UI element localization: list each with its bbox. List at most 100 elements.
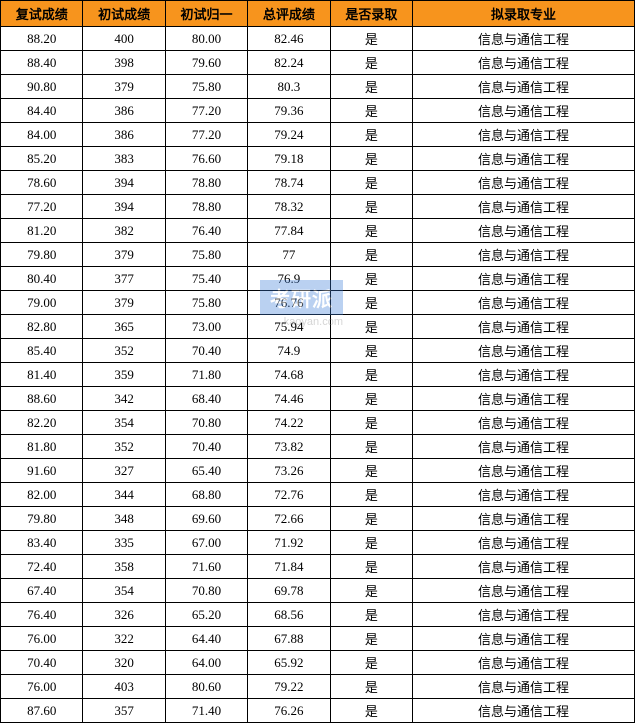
cell: 335 (83, 531, 165, 555)
cell: 72.76 (248, 483, 330, 507)
cell: 77.20 (165, 123, 247, 147)
cell: 80.00 (165, 27, 247, 51)
cell: 377 (83, 267, 165, 291)
table-row: 76.0040380.6079.22是信息与通信工程 (1, 675, 635, 699)
header-col-4: 是否录取 (330, 1, 412, 27)
cell: 是 (330, 75, 412, 99)
table-row: 67.4035470.8069.78是信息与通信工程 (1, 579, 635, 603)
cell: 82.20 (1, 411, 83, 435)
table-row: 76.4032665.2068.56是信息与通信工程 (1, 603, 635, 627)
table-header: 复试成绩初试成绩初试归一总评成绩是否录取拟录取专业 (1, 1, 635, 27)
cell: 67.88 (248, 627, 330, 651)
table-row: 82.0034468.8072.76是信息与通信工程 (1, 483, 635, 507)
cell: 81.20 (1, 219, 83, 243)
table-body: 88.2040080.0082.46是信息与通信工程88.4039879.608… (1, 27, 635, 723)
cell: 79.80 (1, 243, 83, 267)
cell: 85.20 (1, 147, 83, 171)
cell: 70.80 (165, 579, 247, 603)
cell: 是 (330, 339, 412, 363)
cell: 78.80 (165, 171, 247, 195)
cell: 信息与通信工程 (413, 195, 635, 219)
cell: 信息与通信工程 (413, 531, 635, 555)
cell: 88.20 (1, 27, 83, 51)
cell: 77.84 (248, 219, 330, 243)
cell: 是 (330, 195, 412, 219)
cell: 76.26 (248, 699, 330, 723)
cell: 信息与通信工程 (413, 27, 635, 51)
cell: 77 (248, 243, 330, 267)
cell: 400 (83, 27, 165, 51)
table-row: 70.4032064.0065.92是信息与通信工程 (1, 651, 635, 675)
table-row: 88.6034268.4074.46是信息与通信工程 (1, 387, 635, 411)
cell: 73.82 (248, 435, 330, 459)
cell: 398 (83, 51, 165, 75)
cell: 67.00 (165, 531, 247, 555)
cell: 72.66 (248, 507, 330, 531)
cell: 信息与通信工程 (413, 147, 635, 171)
cell: 82.80 (1, 315, 83, 339)
cell: 信息与通信工程 (413, 555, 635, 579)
cell: 信息与通信工程 (413, 219, 635, 243)
cell: 71.92 (248, 531, 330, 555)
cell: 是 (330, 267, 412, 291)
table-row: 83.4033567.0071.92是信息与通信工程 (1, 531, 635, 555)
cell: 是 (330, 435, 412, 459)
cell: 76.40 (165, 219, 247, 243)
cell: 359 (83, 363, 165, 387)
cell: 73.00 (165, 315, 247, 339)
cell: 365 (83, 315, 165, 339)
cell: 信息与通信工程 (413, 123, 635, 147)
cell: 74.68 (248, 363, 330, 387)
cell: 64.40 (165, 627, 247, 651)
cell: 78.60 (1, 171, 83, 195)
cell: 75.80 (165, 75, 247, 99)
cell: 78.74 (248, 171, 330, 195)
cell: 352 (83, 435, 165, 459)
cell: 是 (330, 315, 412, 339)
cell: 信息与通信工程 (413, 99, 635, 123)
cell: 79.00 (1, 291, 83, 315)
cell: 71.84 (248, 555, 330, 579)
cell: 383 (83, 147, 165, 171)
cell: 70.40 (1, 651, 83, 675)
table-row: 91.6032765.4073.26是信息与通信工程 (1, 459, 635, 483)
cell: 64.00 (165, 651, 247, 675)
cell: 信息与通信工程 (413, 51, 635, 75)
table-row: 88.4039879.6082.24是信息与通信工程 (1, 51, 635, 75)
cell: 信息与通信工程 (413, 651, 635, 675)
cell: 81.80 (1, 435, 83, 459)
cell: 是 (330, 387, 412, 411)
cell: 78.32 (248, 195, 330, 219)
cell: 是 (330, 291, 412, 315)
cell: 379 (83, 243, 165, 267)
cell: 是 (330, 123, 412, 147)
cell: 79.60 (165, 51, 247, 75)
cell: 357 (83, 699, 165, 723)
cell: 326 (83, 603, 165, 627)
table-row: 78.6039478.8078.74是信息与通信工程 (1, 171, 635, 195)
cell: 是 (330, 147, 412, 171)
table-row: 87.6035771.4076.26是信息与通信工程 (1, 699, 635, 723)
cell: 70.40 (165, 435, 247, 459)
cell: 是 (330, 219, 412, 243)
cell: 是 (330, 99, 412, 123)
cell: 80.60 (165, 675, 247, 699)
cell: 88.60 (1, 387, 83, 411)
cell: 信息与通信工程 (413, 483, 635, 507)
cell: 是 (330, 627, 412, 651)
cell: 信息与通信工程 (413, 603, 635, 627)
table-row: 85.4035270.4074.9是信息与通信工程 (1, 339, 635, 363)
cell: 信息与通信工程 (413, 315, 635, 339)
cell: 76.60 (165, 147, 247, 171)
cell: 403 (83, 675, 165, 699)
cell: 354 (83, 579, 165, 603)
cell: 77.20 (1, 195, 83, 219)
table-row: 81.4035971.8074.68是信息与通信工程 (1, 363, 635, 387)
cell: 352 (83, 339, 165, 363)
cell: 信息与通信工程 (413, 675, 635, 699)
cell: 84.00 (1, 123, 83, 147)
cell: 74.9 (248, 339, 330, 363)
cell: 84.40 (1, 99, 83, 123)
cell: 344 (83, 483, 165, 507)
cell: 是 (330, 171, 412, 195)
